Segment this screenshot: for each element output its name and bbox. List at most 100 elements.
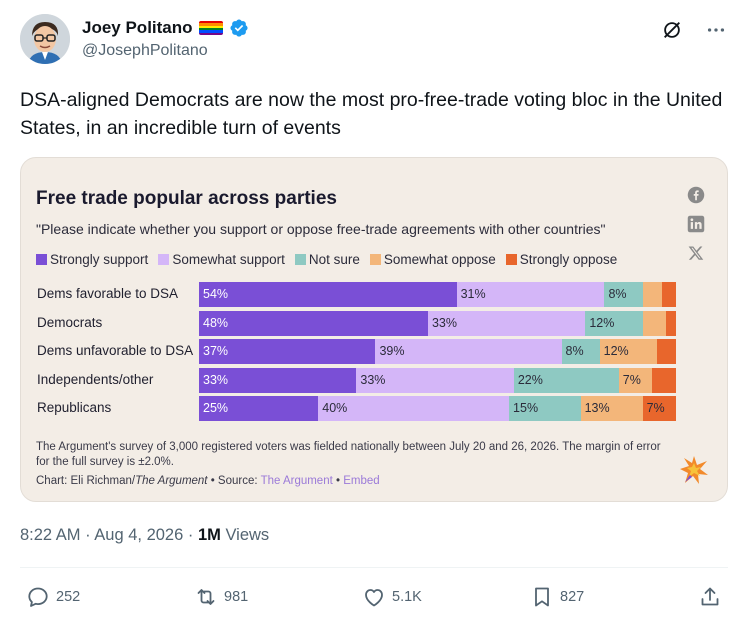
data-label: 12% — [589, 315, 615, 330]
chart-subtitle: "Please indicate whether you support or … — [36, 221, 606, 237]
legend-swatch — [36, 254, 47, 265]
views-label: Views — [220, 526, 270, 544]
like-count: 5.1K — [392, 589, 422, 605]
rainbow-flag-icon — [198, 21, 223, 35]
share-icon — [701, 587, 719, 606]
bar-segment: 31% — [456, 282, 605, 307]
legend-item: Strongly support — [36, 252, 148, 267]
bar-segment: 33% — [356, 367, 514, 393]
bar-segment: 48% — [199, 310, 428, 336]
legend-item: Somewhat oppose — [369, 252, 496, 267]
data-label: 31% — [460, 287, 486, 301]
legend-item: Not sure — [294, 252, 360, 267]
bar-row: Independents/other 33% 33% 22% 7% — [21, 367, 729, 393]
bar-segment: 22% — [513, 367, 619, 393]
bar-row: Republicans 25% 40% 15% 13% 7% — [21, 396, 729, 422]
x-icon[interactable] — [687, 244, 705, 262]
source-link[interactable]: The Argument — [260, 475, 333, 487]
category-label: Democrats — [37, 314, 103, 330]
data-label: 15% — [513, 401, 539, 416]
bar-segment: 8% — [604, 282, 643, 307]
bookmark-button[interactable]: 827 — [530, 585, 584, 609]
chart-card[interactable]: Free trade popular across parties "Pleas… — [20, 157, 728, 502]
grok-slash-icon[interactable] — [660, 18, 684, 42]
bookmark-count: 827 — [560, 589, 585, 605]
avatar[interactable] — [20, 14, 70, 64]
bar-segment: 12% — [599, 339, 657, 365]
verified-badge-icon[interactable] — [229, 18, 249, 38]
repost-icon — [197, 589, 215, 605]
bar-segment: 13% — [580, 396, 643, 422]
chart-note: The Argument's survey of 3,000 registere… — [36, 441, 661, 468]
like-button[interactable]: 5.1K — [362, 585, 422, 609]
legend-item: Strongly oppose — [505, 252, 618, 267]
author-handle[interactable]: @JosephPolitano — [82, 42, 208, 59]
reply-count: 252 — [56, 589, 81, 605]
bar-segment: 25% — [199, 396, 319, 422]
data-label: 39% — [379, 344, 405, 359]
bar-segment — [642, 310, 667, 336]
facebook-icon[interactable] — [687, 186, 705, 204]
data-label: 8% — [608, 287, 627, 301]
bar-segment: 15% — [509, 396, 581, 422]
reply-button[interactable]: 252 — [26, 585, 80, 609]
data-label: 22% — [517, 372, 543, 387]
credit-publication: The Argument — [135, 475, 208, 487]
bar-row: Dems favorable to DSA 54% 31% 8% — [21, 282, 729, 307]
more-icon[interactable] — [704, 18, 728, 42]
legend-label: Strongly support — [50, 252, 149, 267]
data-label: 13% — [584, 401, 610, 416]
credit-separator: • — [332, 475, 344, 487]
data-label: 25% — [203, 401, 229, 416]
chart-legend: Strongly support Somewhat support Not sure… — [36, 252, 617, 267]
bar-row: Dems unfavorable to DSA 37% 39% 8% 12% — [21, 339, 729, 365]
data-label: 8% — [565, 344, 584, 359]
category-label: Independents/other — [37, 371, 154, 387]
category-label: Dems unfavorable to DSA — [37, 343, 194, 359]
linkedin-icon[interactable] — [687, 215, 705, 233]
data-label: 33% — [360, 372, 386, 387]
legend-label: Somewhat oppose — [383, 252, 496, 267]
chart-credit: Chart: Eli Richman/The Argument • Source… — [36, 475, 380, 487]
bar-segment: 7% — [618, 367, 653, 393]
legend-swatch — [369, 254, 381, 265]
repost-count: 981 — [224, 589, 249, 605]
author-name[interactable]: Joey Politano — [82, 18, 193, 37]
bar-segment — [666, 310, 676, 336]
bookmark-icon — [535, 587, 549, 607]
bar-segment — [642, 282, 662, 307]
share-button[interactable] — [698, 585, 722, 609]
bar-segment — [661, 282, 676, 307]
data-label: 33% — [431, 315, 457, 330]
data-label: 12% — [603, 344, 629, 359]
divider — [20, 567, 728, 568]
credit-source-label: • Source: — [207, 475, 261, 487]
stacked-bar: 33% 33% 22% 7% — [199, 367, 676, 393]
legend-label: Not sure — [308, 252, 360, 267]
bar-segment: 39% — [375, 339, 562, 365]
data-label: 37% — [203, 344, 229, 359]
credit-prefix: Chart: Eli Richman/ — [36, 475, 136, 487]
stacked-bar: 25% 40% 15% 13% 7% — [199, 396, 676, 422]
bar-segment: 12% — [585, 310, 643, 336]
heart-icon — [365, 589, 383, 607]
legend-label: Somewhat support — [172, 252, 285, 267]
legend-label: Strongly oppose — [519, 252, 618, 267]
bar-row: Democrats 48% 33% 12% — [21, 310, 729, 336]
category-label: Dems favorable to DSA — [37, 286, 179, 301]
legend-item: Somewhat support — [158, 252, 285, 267]
stacked-bar: 48% 33% 12% — [199, 310, 676, 336]
action-bar: 252 981 5.1K 827 — [0, 585, 748, 615]
data-label: 33% — [203, 372, 229, 387]
data-label: 54% — [203, 287, 229, 301]
views-count: 1M — [197, 526, 221, 544]
burst-logo-icon — [680, 456, 708, 484]
bar-segment: 33% — [199, 367, 357, 393]
tweet-timestamp[interactable]: 8:22 AM · Aug 4, 2026 · — [20, 526, 198, 544]
embed-link[interactable]: Embed — [343, 475, 380, 487]
category-label: Republicans — [37, 400, 112, 416]
data-label: 48% — [203, 315, 229, 330]
reply-icon — [28, 587, 48, 607]
repost-button[interactable]: 981 — [194, 585, 248, 609]
legend-swatch — [158, 254, 170, 265]
